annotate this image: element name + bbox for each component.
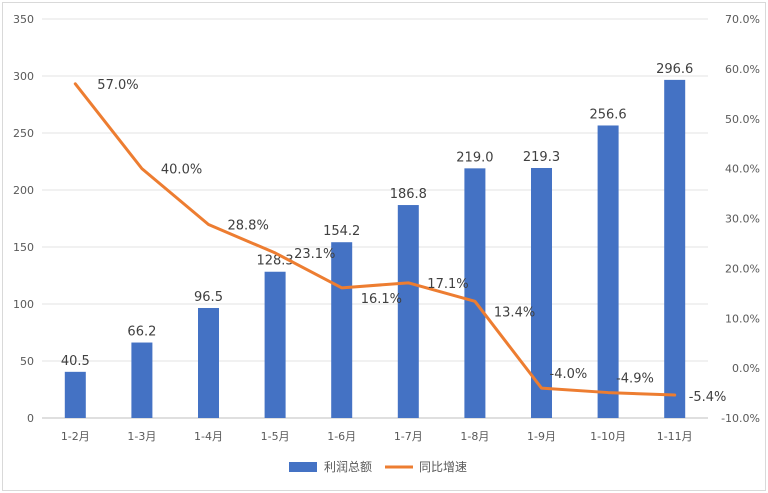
x-axis-tick-label: 1-7月 (394, 430, 423, 443)
right-axis-tick-label: 0.0% (732, 362, 760, 375)
left-axis-tick-label: 150 (13, 241, 34, 254)
legend-swatch-bars (289, 462, 317, 472)
line-data-label: 16.1% (361, 292, 402, 307)
x-axis-tick-label: 1-6月 (327, 430, 356, 443)
bar (64, 371, 86, 418)
x-axis-tick-label: 1-5月 (261, 430, 290, 443)
bar (464, 168, 486, 418)
bar (397, 205, 419, 418)
x-axis-tick-label: 1-4月 (194, 430, 223, 443)
bar (531, 167, 552, 418)
legend-label: 同比增速 (419, 460, 467, 474)
right-axis-tick-label: 50.0% (725, 113, 760, 126)
right-axis-tick-label: -10.0% (721, 412, 760, 425)
bar-data-label: 296.6 (656, 62, 693, 77)
left-axis-tick-label: 0 (27, 412, 34, 425)
bar-data-label: 186.8 (390, 187, 427, 202)
line-data-label: 23.1% (294, 247, 335, 262)
line-data-label: 57.0% (97, 78, 138, 93)
x-axis-tick-label: 1-2月 (61, 430, 90, 443)
left-axis-tick-label: 200 (13, 184, 34, 197)
bar-data-label: 66.2 (127, 325, 156, 340)
x-axis-tick-label: 1-11月 (657, 430, 693, 443)
bar (264, 271, 286, 418)
bar (597, 125, 619, 418)
bar (664, 79, 686, 418)
x-axis-tick-label: 1-9月 (527, 430, 556, 443)
line-data-label: -5.4% (689, 390, 727, 405)
bar-data-label: 40.5 (61, 354, 90, 369)
bar-data-label: 219.3 (523, 150, 560, 165)
right-axis-tick-label: 30.0% (725, 213, 760, 226)
right-axis-tick-label: 60.0% (725, 63, 760, 76)
left-axis-tick-label: 50 (20, 355, 34, 368)
line-data-label: -4.0% (550, 367, 588, 382)
bar-data-label: 256.6 (589, 107, 626, 122)
line-data-label: -4.9% (616, 372, 654, 387)
right-axis-tick-label: 20.0% (725, 262, 760, 275)
line-data-label: 28.8% (228, 218, 269, 233)
x-axis-tick-label: 1-3月 (127, 430, 156, 443)
line-data-label: 13.4% (494, 305, 535, 320)
bar-data-label: 96.5 (194, 290, 223, 305)
right-axis-tick-label: 10.0% (725, 312, 760, 325)
legend-label: 利润总额 (324, 460, 372, 474)
bar (198, 307, 219, 418)
x-axis-tick-label: 1-10月 (590, 430, 626, 443)
right-axis-tick-label: 40.0% (725, 163, 760, 176)
left-axis-tick-label: 350 (13, 13, 34, 26)
x-axis-tick-label: 1-8月 (460, 430, 489, 443)
left-axis-tick-label: 100 (13, 298, 34, 311)
bar (331, 242, 353, 418)
growth-line (73, 82, 677, 397)
bar-data-label: 219.0 (456, 150, 493, 165)
line-data-label: 17.1% (427, 277, 468, 292)
left-axis-tick-label: 300 (13, 70, 34, 83)
bar-data-label: 154.2 (323, 224, 360, 239)
left-axis-tick-label: 250 (13, 127, 34, 140)
bar (131, 342, 153, 418)
line-data-label: 40.0% (161, 163, 202, 178)
right-axis-tick-label: 70.0% (725, 13, 760, 26)
